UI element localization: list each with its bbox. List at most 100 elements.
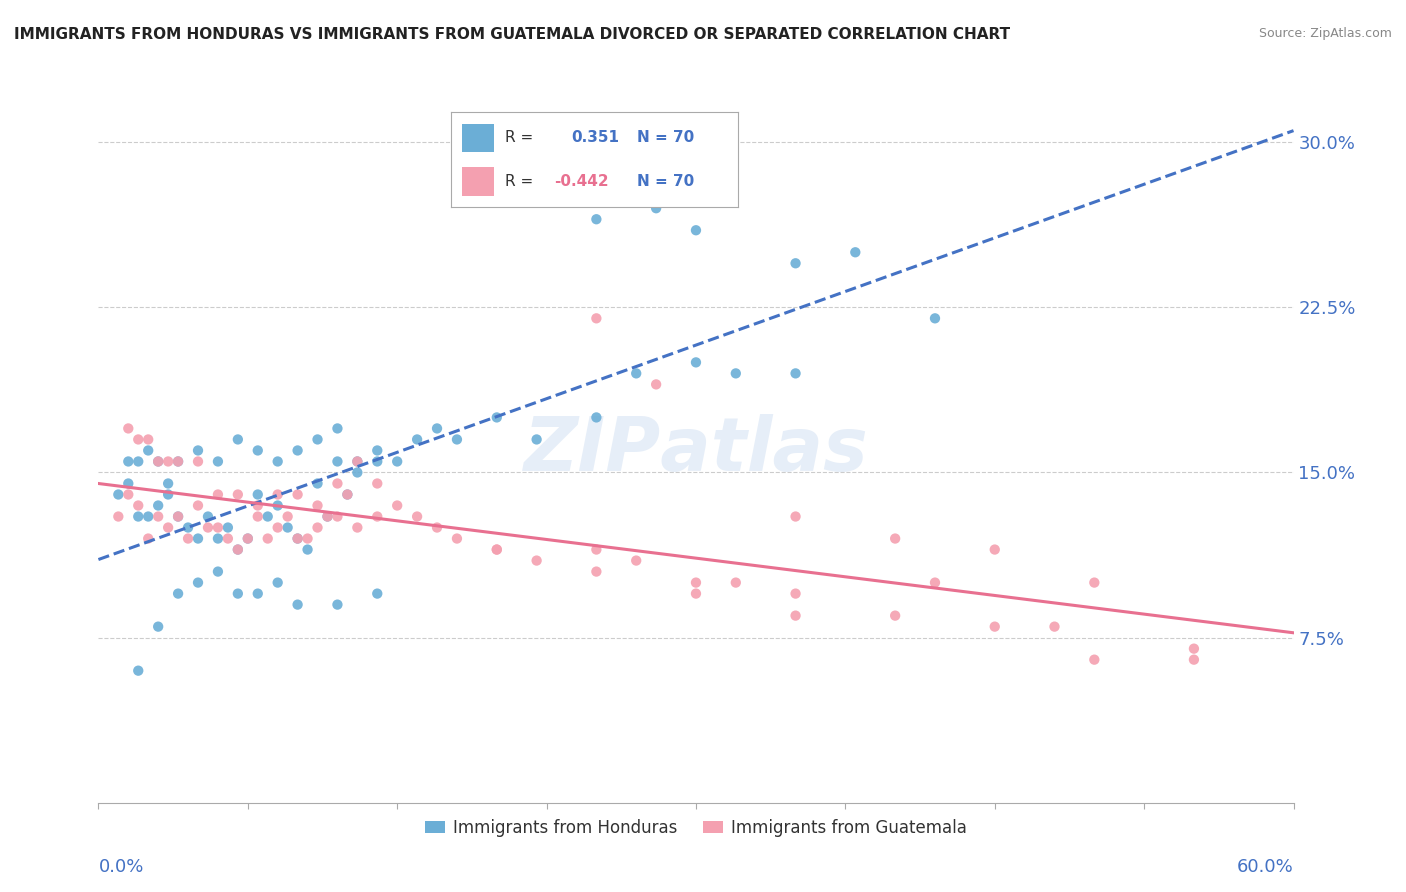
Point [626, 367, 648, 381]
Point [187, 575, 209, 590]
Point [297, 542, 319, 557]
Text: IMMIGRANTS FROM HONDURAS VS IMMIGRANTS FROM GUATEMALA DIVORCED OR SEPARATED CORR: IMMIGRANTS FROM HONDURAS VS IMMIGRANTS F… [14, 27, 1010, 42]
Point [884, 608, 907, 623]
Point [585, 311, 607, 326]
Point [526, 553, 548, 567]
Point [148, 509, 170, 524]
Point [785, 586, 807, 600]
Point [107, 487, 129, 501]
Point [1182, 641, 1205, 656]
Point [148, 619, 170, 633]
Point [346, 454, 368, 468]
Point [326, 476, 349, 491]
Point [585, 212, 607, 227]
Point [924, 311, 946, 326]
Point [167, 454, 190, 468]
Point [107, 509, 129, 524]
Point [645, 201, 668, 215]
Point [236, 532, 259, 546]
Point [207, 532, 229, 546]
Point [346, 454, 368, 468]
Point [167, 586, 190, 600]
Point [148, 499, 170, 513]
Point [256, 532, 278, 546]
Point [585, 565, 607, 579]
Point [217, 520, 239, 534]
Point [117, 454, 139, 468]
Point [148, 454, 170, 468]
Point [246, 499, 269, 513]
Point [844, 245, 866, 260]
Point [366, 586, 388, 600]
Point [485, 410, 508, 425]
Point [685, 223, 707, 237]
Point [246, 487, 269, 501]
Point [526, 433, 548, 447]
Point [1083, 653, 1105, 667]
Point [366, 509, 388, 524]
Point [485, 542, 508, 557]
Point [924, 575, 946, 590]
Point [297, 532, 319, 546]
Point [127, 454, 149, 468]
Point [167, 509, 190, 524]
Point [685, 355, 707, 369]
Point [157, 520, 180, 534]
Point [626, 553, 648, 567]
Point [136, 532, 159, 546]
Text: 0.0%: 0.0% [98, 858, 143, 876]
Point [177, 532, 200, 546]
Point [366, 476, 388, 491]
Point [267, 454, 290, 468]
Point [177, 520, 200, 534]
Point [267, 487, 290, 501]
Point [406, 509, 429, 524]
Legend: Immigrants from Honduras, Immigrants from Guatemala: Immigrants from Honduras, Immigrants fro… [419, 813, 973, 844]
Point [187, 499, 209, 513]
Point [984, 619, 1007, 633]
Point [207, 454, 229, 468]
Point [157, 476, 180, 491]
Point [307, 499, 329, 513]
Point [167, 509, 190, 524]
Point [884, 532, 907, 546]
Point [1182, 653, 1205, 667]
Point [336, 487, 359, 501]
Point [127, 509, 149, 524]
Point [226, 542, 249, 557]
Point [685, 586, 707, 600]
Point [277, 509, 299, 524]
Point [326, 454, 349, 468]
Point [267, 575, 290, 590]
Point [256, 509, 278, 524]
Point [127, 499, 149, 513]
Point [307, 433, 329, 447]
Point [426, 520, 449, 534]
Point [287, 487, 309, 501]
Point [1083, 575, 1105, 590]
Point [1043, 619, 1066, 633]
Point [326, 509, 349, 524]
Point [336, 487, 359, 501]
Point [287, 532, 309, 546]
Point [167, 454, 190, 468]
Point [485, 542, 508, 557]
Point [157, 454, 180, 468]
Point [385, 454, 409, 468]
Point [197, 520, 219, 534]
Point [645, 377, 668, 392]
Point [366, 454, 388, 468]
Point [246, 509, 269, 524]
Point [187, 454, 209, 468]
Point [127, 664, 149, 678]
Point [307, 520, 329, 534]
Point [136, 443, 159, 458]
Point [267, 499, 290, 513]
Point [217, 532, 239, 546]
Point [785, 367, 807, 381]
Point [346, 520, 368, 534]
Point [585, 542, 607, 557]
Point [148, 454, 170, 468]
Text: Source: ZipAtlas.com: Source: ZipAtlas.com [1258, 27, 1392, 40]
Point [267, 520, 290, 534]
